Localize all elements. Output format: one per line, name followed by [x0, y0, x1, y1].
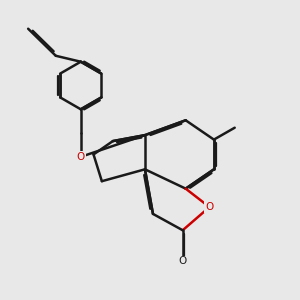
Text: O: O [178, 256, 187, 266]
Text: O: O [76, 152, 85, 162]
Text: O: O [205, 202, 214, 212]
